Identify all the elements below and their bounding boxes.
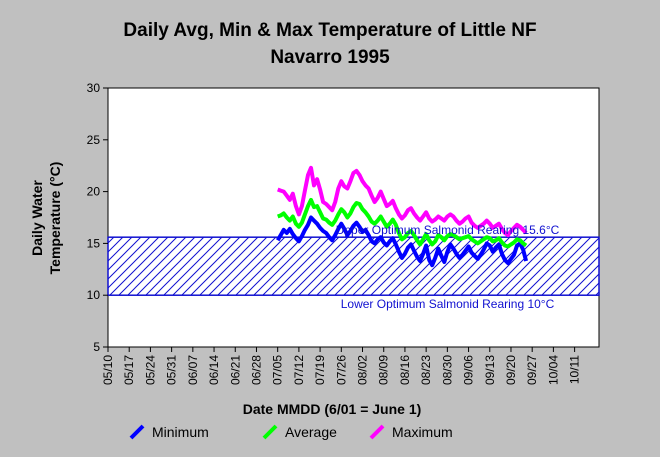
legend-item-maximum: Maximum	[369, 424, 453, 440]
x-tick-label: 05/31	[165, 355, 179, 385]
legend-swatch-maximum	[369, 424, 385, 440]
x-tick-label: 07/12	[292, 355, 306, 385]
x-axis-label: Date MMDD (6/01 = June 1)	[243, 401, 422, 417]
x-tick-label: 08/23	[419, 355, 433, 385]
x-tick-label: 05/10	[101, 355, 115, 385]
x-tick-label: 08/30	[440, 355, 454, 385]
chart-title-line-1: Daily Avg, Min & Max Temperature of Litt…	[123, 20, 536, 41]
upper-optimum-label: Upper Optimum Salmonid Rearing 15.6°C	[336, 223, 560, 237]
legend-item-average: Average	[262, 424, 337, 440]
x-tick-label: 09/13	[483, 355, 497, 385]
x-tick-label: 08/02	[356, 355, 370, 385]
y-tick-label: 15	[87, 236, 101, 250]
x-tick-label: 06/14	[207, 355, 221, 385]
legend-label-average: Average	[285, 424, 337, 440]
series-minimum-line	[275, 215, 529, 268]
y-tick-label: 30	[87, 81, 101, 95]
x-tick-label: 09/20	[504, 355, 518, 385]
x-tick-label: 08/16	[398, 355, 412, 385]
legend-label-maximum: Maximum	[392, 424, 453, 440]
x-tick-label: 07/26	[334, 355, 348, 385]
x-tick-label: 05/17	[122, 355, 136, 385]
series-average-line	[277, 197, 528, 249]
y-axis-ticks: 5 10 15 20 25 30	[87, 81, 108, 354]
x-tick-label: 06/07	[186, 355, 200, 385]
x-tick-label: 09/06	[462, 355, 476, 385]
plot-area	[107, 87, 600, 348]
x-tick-label: 10/11	[568, 355, 582, 384]
lower-optimum-label: Lower Optimum Salmonid Rearing 10°C	[341, 297, 555, 311]
x-axis-ticks: 05/10 05/17 05/24 05/31 06/07 06/14 06/21 06/28…	[101, 347, 582, 385]
y-axis-label-line-1: Daily Water	[29, 180, 45, 256]
series-maximum-line	[277, 165, 528, 238]
legend-label-minimum: Minimum	[152, 424, 209, 440]
y-tick-label: 5	[93, 340, 100, 354]
y-tick-label: 20	[87, 185, 101, 199]
legend: Minimum Average Maximum	[129, 424, 453, 440]
legend-swatch-average	[262, 424, 278, 440]
x-tick-label: 09/27	[525, 355, 539, 385]
x-tick-label: 06/28	[249, 355, 263, 385]
data-series	[275, 165, 529, 268]
x-tick-label: 07/05	[271, 355, 285, 385]
x-tick-label: 06/21	[228, 355, 242, 385]
y-tick-label: 25	[87, 133, 101, 147]
legend-swatch-minimum	[129, 424, 145, 440]
legend-item-minimum: Minimum	[129, 424, 209, 440]
x-tick-label: 07/19	[313, 355, 327, 385]
x-tick-label: 10/04	[546, 355, 560, 385]
chart-title-line-2: Navarro 1995	[270, 47, 390, 68]
x-tick-label: 05/24	[143, 355, 157, 385]
y-axis-label-line-2: Temperature (°C)	[47, 162, 63, 275]
y-tick-label: 10	[87, 288, 101, 302]
x-tick-label: 08/09	[377, 355, 391, 385]
